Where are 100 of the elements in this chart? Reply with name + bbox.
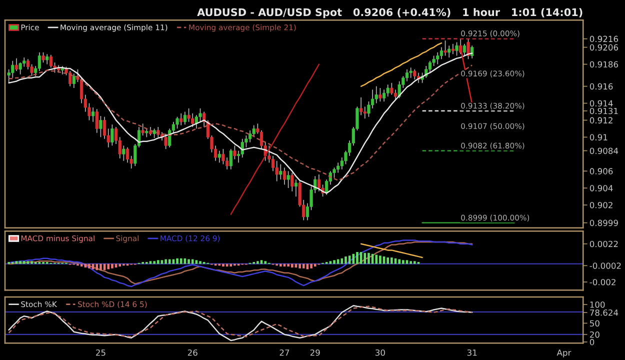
bar [230,264,232,267]
y-tick-label: 0.9216 [590,36,618,42]
candlestick [451,43,454,54]
candlestick [466,38,470,60]
candlestick [317,174,320,192]
candlestick [218,150,221,164]
x-tick-label: 31 [467,349,477,356]
candlestick [282,167,286,186]
y-tick-label: 0.904 [590,185,613,192]
bar [298,264,301,268]
bar [30,261,33,264]
candlestick [38,52,42,72]
candlestick [92,107,95,122]
bar [176,258,178,264]
candlestick [72,73,76,88]
bar [348,256,351,264]
candlestick [180,113,183,126]
candlestick [122,145,126,162]
bar [26,261,30,264]
candlestick [226,157,229,170]
bar [414,261,416,264]
candlestick [233,145,236,160]
bar [314,264,316,267]
y-tick-label: -0.0002 [590,262,621,269]
candlestick [462,43,466,56]
bar [22,261,26,264]
candlestick [455,42,458,56]
candlestick [394,89,398,100]
bar [379,256,382,264]
candlestick [46,54,49,65]
bar [398,259,400,264]
bar [96,264,98,270]
candlestick [164,133,168,150]
bar [222,264,224,267]
candlestick [440,46,444,60]
y-tick-label: 0.91 [590,134,608,140]
candlestick [68,70,72,87]
candlestick [102,116,106,140]
chart-title: AUDUSD - AUD/USD Spot 0.9206 (+0.41%) 1 hour 1:01 (14:01) [197,8,582,18]
y-tick-label: 0.912 [590,117,612,124]
bar [160,260,164,264]
y-tick-label: 0.9186 [590,61,618,68]
y-tick-label: 78.624 [590,309,618,316]
candlestick [152,128,156,138]
bar [191,259,194,264]
candlestick [413,68,416,80]
candlestick [275,160,278,182]
bar [19,261,22,264]
bar [364,252,366,264]
bar [260,260,263,264]
y-tick-label: 0.906 [590,168,613,174]
bar [100,264,102,270]
candlestick [398,80,401,99]
y-tick-label: 0.914 [590,100,613,107]
candlestick [110,124,114,146]
candlestick [141,123,144,136]
bar [291,264,294,268]
bar [329,261,332,264]
candlestick [229,148,232,170]
y-tick-label: 0.0022 [590,240,618,248]
bar [156,260,160,264]
candlestick [11,60,14,78]
candlestick [444,40,447,56]
y-tick-label: 0.902 [590,202,612,208]
candlestick [248,130,252,143]
candlestick [382,89,386,102]
bar [368,252,370,264]
candlestick [294,179,298,197]
line-series [360,243,423,258]
bar [264,261,266,264]
y-tick-label: 20 [590,331,600,338]
candlestick [409,67,412,78]
bar [280,264,282,267]
candlestick [360,96,363,116]
candlestick [14,58,18,72]
candlestick [99,116,102,138]
bar [356,252,358,264]
candlestick [390,82,394,96]
bar [410,261,412,264]
bar [386,257,390,264]
bar [333,260,336,264]
bar [111,264,114,268]
bar [149,261,152,264]
bar [118,264,122,267]
x-tick-label: 27 [280,349,290,356]
candlestick [26,58,30,70]
candlestick [279,164,282,180]
bar [199,261,202,264]
candlestick [470,45,474,59]
bar [344,256,347,264]
x-tick-label: 25 [96,349,106,356]
bar [188,259,190,264]
bar [180,258,182,264]
candlestick [428,60,432,74]
line-series [360,42,442,87]
y-tick-label: 0.8999 [590,220,618,226]
bar [382,256,386,264]
candlestick [436,52,440,65]
candlestick [42,52,45,63]
candlestick [95,108,98,134]
